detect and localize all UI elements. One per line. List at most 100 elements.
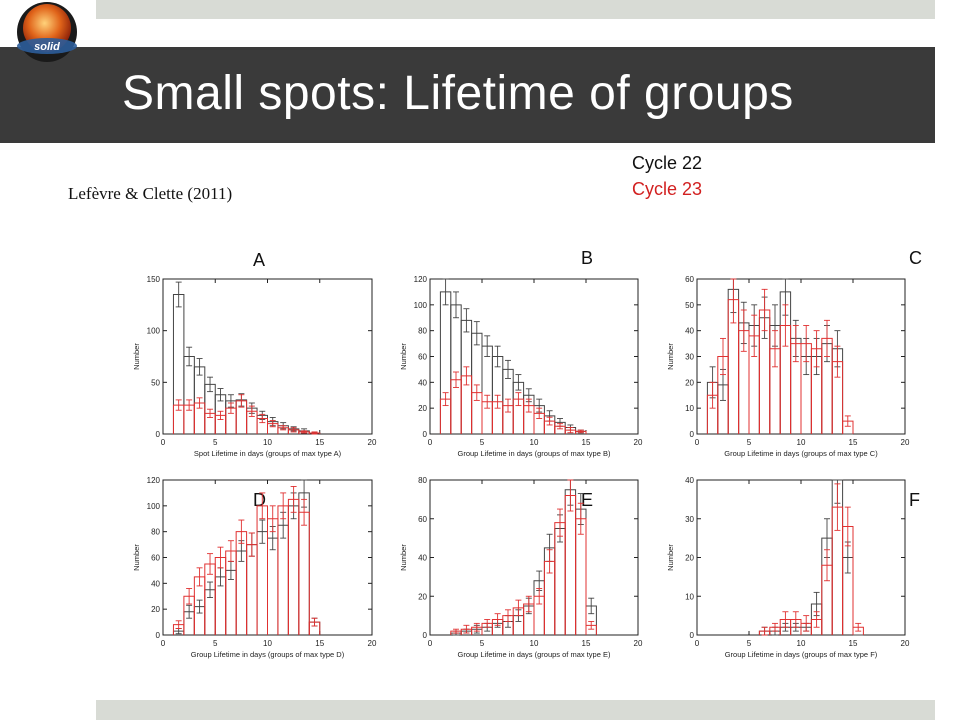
x-tick-label-b: 20 xyxy=(634,438,643,447)
x-tick-label-f: 10 xyxy=(797,639,806,648)
y-axis-label-a: Number xyxy=(132,343,141,370)
x-tick-label-d: 20 xyxy=(368,639,377,648)
y-tick-label-c: 40 xyxy=(685,327,694,336)
legend-cycle-22: Cycle 22 xyxy=(632,153,703,173)
x-tick-label-f: 15 xyxy=(849,639,858,648)
bar-cycle23-d xyxy=(298,511,310,635)
bar-cycle22-d xyxy=(256,531,268,635)
bar-cycle22-a xyxy=(172,294,185,434)
y-tick-label-c: 0 xyxy=(690,430,695,439)
top-decor-strip xyxy=(96,0,935,19)
bar-cycle23-e xyxy=(564,495,577,635)
y-tick-label-d: 80 xyxy=(151,528,160,537)
y-tick-label-e: 0 xyxy=(423,631,428,640)
y-tick-label-c: 10 xyxy=(685,404,694,413)
y-tick-label-c: 20 xyxy=(685,378,694,387)
legend: Cycle 22 Cycle 23 xyxy=(632,150,702,202)
bar-cycle22-d xyxy=(287,505,300,635)
bar-cycle22-b xyxy=(471,332,483,434)
x-axis-label-b: Group Lifetime in days (groups of max ty… xyxy=(458,449,611,458)
panel-label-c: C xyxy=(909,248,922,268)
y-tick-label-f: 40 xyxy=(685,476,694,485)
bar-cycle22-d xyxy=(246,544,258,635)
panel-label-b: B xyxy=(581,248,594,268)
y-axis-label-c: Number xyxy=(666,343,675,370)
x-tick-label-b: 5 xyxy=(480,438,485,447)
x-axis-label-f: Group Lifetime in days (groups of max ty… xyxy=(725,650,878,659)
panel-label-f: F xyxy=(909,490,920,510)
bottom-decor-strip xyxy=(96,700,935,720)
x-tick-label-e: 0 xyxy=(428,639,433,648)
y-tick-label-b: 60 xyxy=(418,353,427,362)
y-tick-label-b: 100 xyxy=(414,301,428,310)
y-tick-label-e: 20 xyxy=(418,592,427,601)
y-tick-label-f: 10 xyxy=(685,592,694,601)
y-tick-label-b: 120 xyxy=(414,275,428,284)
x-tick-label-e: 20 xyxy=(634,639,643,648)
x-tick-label-f: 0 xyxy=(695,639,700,648)
x-tick-label-a: 15 xyxy=(315,438,324,447)
y-tick-label-a: 100 xyxy=(147,327,161,336)
y-tick-label-c: 50 xyxy=(685,301,694,310)
y-tick-label-d: 40 xyxy=(151,579,160,588)
slide-title: Small spots: Lifetime of groups xyxy=(122,67,794,120)
y-tick-label-d: 100 xyxy=(147,502,161,511)
bar-cycle22-e xyxy=(564,489,577,635)
x-tick-label-a: 10 xyxy=(263,438,272,447)
panel-label-e: E xyxy=(581,490,594,510)
y-tick-label-b: 40 xyxy=(418,378,427,387)
x-tick-label-f: 20 xyxy=(901,639,910,648)
y-tick-label-f: 0 xyxy=(690,631,695,640)
x-tick-label-a: 0 xyxy=(161,438,166,447)
plot-frame-f xyxy=(696,479,906,636)
x-axis-label-a: Spot Lifetime in days (groups of max typ… xyxy=(194,449,342,458)
bar-cycle22-d xyxy=(235,550,248,635)
x-tick-label-b: 10 xyxy=(530,438,539,447)
x-tick-label-b: 0 xyxy=(428,438,433,447)
y-tick-label-c: 60 xyxy=(685,275,694,284)
y-tick-label-b: 0 xyxy=(423,430,428,439)
bar-cycle22-e xyxy=(554,527,566,635)
solid-logo: solid xyxy=(17,2,77,62)
x-tick-label-b: 15 xyxy=(582,438,591,447)
x-tick-label-d: 15 xyxy=(315,639,324,648)
bar-cycle22-b xyxy=(439,291,452,434)
x-tick-label-d: 0 xyxy=(161,639,166,648)
bar-cycle23-d xyxy=(287,498,300,635)
y-axis-label-f: Number xyxy=(666,544,675,571)
y-axis-label-d: Number xyxy=(132,544,141,571)
x-tick-label-c: 10 xyxy=(797,438,806,447)
y-tick-label-f: 30 xyxy=(685,515,694,524)
bar-cycle23-d xyxy=(246,544,258,635)
bar-cycle22-b xyxy=(481,345,493,434)
y-tick-label-e: 60 xyxy=(418,515,427,524)
x-tick-label-e: 5 xyxy=(480,639,485,648)
panel-label-a: A xyxy=(253,250,266,270)
y-tick-label-d: 120 xyxy=(147,476,161,485)
y-tick-label-f: 20 xyxy=(685,554,694,563)
x-tick-label-c: 15 xyxy=(849,438,858,447)
x-tick-label-f: 5 xyxy=(747,639,752,648)
y-axis-label-e: Number xyxy=(399,544,408,571)
logo-text: solid xyxy=(34,41,60,53)
x-tick-label-d: 10 xyxy=(263,639,272,648)
y-tick-label-a: 150 xyxy=(147,275,161,284)
y-tick-label-e: 80 xyxy=(418,476,427,485)
x-tick-label-e: 10 xyxy=(530,639,539,648)
bar-cycle22-d xyxy=(225,569,237,635)
panel-label-d: D xyxy=(253,490,266,510)
x-tick-label-c: 5 xyxy=(747,438,752,447)
x-axis-label-c: Group Lifetime in days (groups of max ty… xyxy=(724,449,878,458)
y-tick-label-e: 40 xyxy=(418,554,427,563)
y-tick-label-c: 30 xyxy=(685,353,694,362)
x-tick-label-c: 0 xyxy=(695,438,700,447)
x-axis-label-d: Group Lifetime in days (groups of max ty… xyxy=(191,650,345,659)
bar-cycle22-d xyxy=(267,537,279,635)
y-tick-label-d: 60 xyxy=(151,554,160,563)
title-bar xyxy=(0,47,935,143)
x-tick-label-a: 5 xyxy=(213,438,218,447)
x-axis-label-e: Group Lifetime in days (groups of max ty… xyxy=(458,650,611,659)
y-tick-label-a: 0 xyxy=(156,430,161,439)
bar-cycle22-a xyxy=(183,356,195,434)
